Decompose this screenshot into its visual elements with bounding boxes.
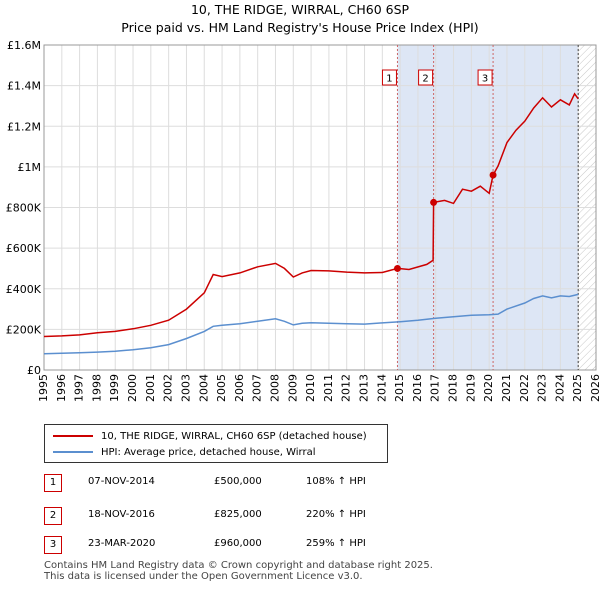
legend-swatch-property (53, 435, 93, 437)
sale-label-box (381, 69, 397, 86)
y-tick-label: £0 (27, 364, 41, 377)
y-tick-label: £1.6M (7, 39, 41, 52)
x-tick-label: 2026 (589, 374, 600, 402)
sale-price: £960,000 (214, 538, 262, 549)
x-tick-label: 1998 (90, 374, 103, 402)
sale-hpi-change: 108% ↑ HPI (306, 476, 366, 487)
x-tick-label: 2009 (286, 374, 299, 402)
legend: 10, THE RIDGE, WIRRAL, CH60 6SP (detache… (44, 424, 388, 463)
y-tick-label: £1M (18, 161, 42, 174)
sale-label-number: 3 (482, 74, 488, 85)
legend-label-hpi: HPI: Average price, detached house, Wirr… (101, 446, 316, 458)
x-tick-label: 2003 (179, 374, 192, 402)
x-tick-label: 2007 (251, 374, 264, 402)
sale-date: 07-NOV-2014 (88, 476, 155, 487)
x-tick-label: 2004 (197, 374, 210, 402)
sale-price: £825,000 (214, 509, 262, 520)
sale-hpi-change: 259% ↑ HPI (306, 538, 366, 549)
legend-item-hpi: HPI: Average price, detached house, Wirr… (53, 445, 316, 459)
sale-date: 18-NOV-2016 (88, 509, 155, 520)
x-tick-label: 2013 (358, 374, 371, 402)
sale-price: £500,000 (214, 476, 262, 487)
hpi-line (43, 293, 579, 355)
sale-label-number: 1 (386, 74, 392, 85)
sale-number-badge: 1 (44, 474, 62, 492)
x-tick-label: 2019 (464, 374, 477, 402)
x-tick-label: 2002 (162, 374, 175, 402)
property-price-line (43, 92, 579, 338)
y-tick-label: £600K (6, 242, 42, 255)
x-tick-label: 2022 (518, 374, 531, 402)
x-tick-label: 2020 (482, 374, 495, 402)
plot-frame (43, 44, 597, 371)
x-tick-label: 2000 (126, 374, 139, 402)
sale-hpi-change: 220% ↑ HPI (306, 509, 366, 520)
x-tick-label: 2015 (393, 374, 406, 402)
footer-copyright: Contains HM Land Registry data © Crown c… (44, 560, 433, 571)
chart-title: 10, THE RIDGE, WIRRAL, CH60 6SP (190, 2, 410, 17)
sale-point (430, 198, 438, 206)
x-tick-label: 2016 (411, 374, 424, 402)
sale-label-number: 2 (422, 74, 428, 85)
legend-item-property: 10, THE RIDGE, WIRRAL, CH60 6SP (detache… (53, 429, 367, 443)
y-tick-label: £1.4M (7, 80, 41, 93)
x-tick-label: 1995 (37, 374, 50, 402)
x-tick-label: 2008 (268, 374, 281, 402)
x-tick-label: 2018 (447, 374, 460, 402)
y-tick-label: £200K (6, 323, 42, 336)
sale-label-box (418, 69, 434, 86)
sale-number-badge: 3 (44, 536, 62, 554)
x-tick-label: 2006 (233, 374, 246, 402)
x-tick-label: 1996 (55, 374, 68, 402)
x-tick-label: 2025 (571, 374, 584, 402)
x-tick-label: 2017 (429, 374, 442, 402)
x-tick-label: 2012 (340, 374, 353, 402)
footer-licence: This data is licensed under the Open Gov… (44, 571, 363, 582)
sale-point (489, 171, 497, 179)
legend-swatch-hpi (53, 451, 93, 453)
legend-label-property: 10, THE RIDGE, WIRRAL, CH60 6SP (detache… (101, 430, 367, 442)
x-tick-label: 2024 (553, 374, 566, 402)
y-tick-label: £400K (6, 283, 42, 296)
x-tick-label: 2021 (500, 374, 513, 402)
sale-number-badge: 2 (44, 507, 62, 525)
x-tick-label: 2023 (536, 374, 549, 402)
footer: Contains HM Land Registry data © Crown c… (44, 560, 433, 582)
x-tick-label: 2001 (144, 374, 157, 402)
x-tick-label: 2005 (215, 374, 228, 402)
price-chart: 1995 1996 1997 1998 1999 2000 2001 2002 2003 2004… (6, 39, 600, 402)
sale-point (393, 264, 401, 272)
x-tick-label: 2011 (322, 374, 335, 402)
x-tick-label: 1997 (73, 374, 86, 402)
y-tick-label: £800K (6, 202, 42, 215)
sale-date: 23-MAR-2020 (88, 538, 156, 549)
chart-subtitle: Price paid vs. HM Land Registry's House … (121, 20, 479, 35)
x-tick-label: 1999 (108, 374, 121, 402)
x-tick-label: 2010 (304, 374, 317, 402)
x-tick-label: 2014 (375, 374, 388, 402)
sale-label-box (477, 69, 493, 86)
y-tick-label: £1.2M (7, 120, 41, 133)
